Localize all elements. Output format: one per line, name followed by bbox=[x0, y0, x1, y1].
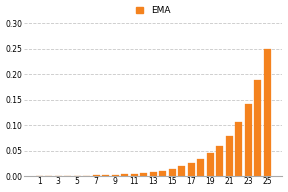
Bar bbox=[206, 153, 214, 176]
Bar bbox=[226, 136, 233, 176]
Bar bbox=[83, 175, 90, 176]
Bar bbox=[178, 166, 185, 176]
Bar bbox=[187, 163, 195, 176]
Bar bbox=[112, 175, 119, 176]
Bar bbox=[93, 175, 100, 176]
Bar bbox=[131, 174, 138, 176]
Bar bbox=[150, 172, 157, 176]
Bar bbox=[102, 175, 109, 176]
Bar bbox=[159, 171, 166, 176]
Bar bbox=[264, 49, 271, 176]
Bar bbox=[254, 80, 261, 176]
Bar bbox=[235, 122, 242, 176]
Bar bbox=[216, 146, 223, 176]
Bar bbox=[140, 173, 147, 176]
Bar bbox=[121, 174, 128, 176]
Bar bbox=[197, 159, 204, 176]
Bar bbox=[168, 169, 176, 176]
Legend: EMA: EMA bbox=[134, 4, 172, 17]
Bar bbox=[245, 104, 252, 176]
